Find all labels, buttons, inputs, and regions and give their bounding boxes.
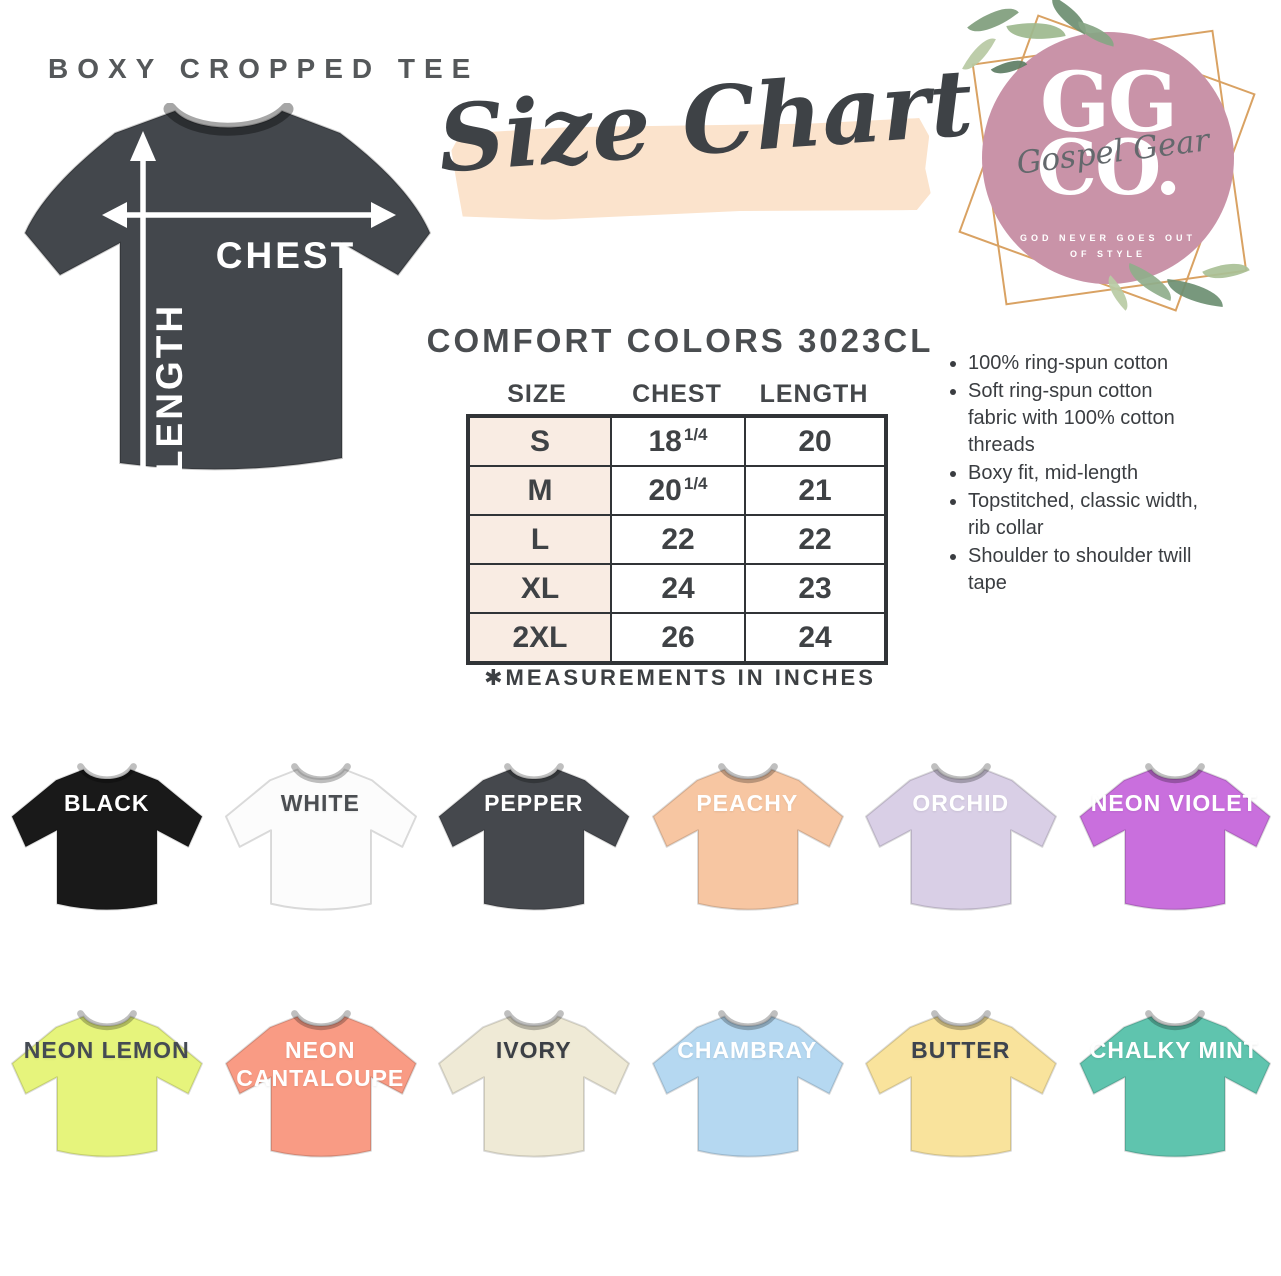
tee-swatch-neon-lemon: NEON LEMON bbox=[0, 991, 214, 1231]
chest-cell: 18 1/4 bbox=[610, 415, 746, 467]
column-header-length: LENGTH bbox=[759, 380, 869, 408]
tee-color-label: PEPPER bbox=[484, 790, 584, 816]
tee-color-label: ORCHID bbox=[912, 790, 1010, 816]
tee-swatch-image bbox=[436, 752, 632, 932]
feature-list: 100% ring-spun cottonSoft ring-spun cott… bbox=[942, 350, 1204, 597]
chest-arrow bbox=[102, 202, 396, 228]
tee-swatch-image bbox=[1077, 752, 1273, 932]
tee-swatch-peachy: PEACHY bbox=[641, 744, 855, 984]
length-arrow bbox=[130, 131, 156, 481]
tee-swatch-orchid: ORCHID bbox=[854, 744, 1068, 984]
size-cell: S bbox=[467, 415, 612, 467]
feature-item: Topstitched, classic width, rib collar bbox=[968, 488, 1204, 542]
tee-swatch-image bbox=[650, 752, 846, 932]
size-row-l: L 22 22 bbox=[467, 514, 887, 565]
feature-item: 100% ring-spun cotton bbox=[968, 350, 1204, 377]
product-features: 100% ring-spun cottonSoft ring-spun cott… bbox=[942, 350, 1204, 598]
brand-logo: GG CO. Gospel Gear GOD NEVER GOES OUT OF… bbox=[952, 0, 1262, 320]
size-row-m: M 20 1/4 21 bbox=[467, 465, 887, 516]
size-cell: XL bbox=[467, 563, 612, 614]
tee-swatch-white: WHITE bbox=[214, 744, 428, 984]
chest-cell: 20 1/4 bbox=[610, 465, 746, 516]
chest-cell: 24 bbox=[610, 563, 746, 614]
size-cell: L bbox=[467, 514, 612, 565]
logo-initials-top: GG bbox=[1039, 55, 1178, 151]
column-header-size: SIZE bbox=[507, 380, 567, 408]
length-cell: 23 bbox=[744, 563, 887, 614]
swatch-row-1: BLACK WHITE PEPPER PEACHY ORCHID NEON VIOLET bbox=[0, 744, 1281, 984]
tee-color-label: NEON VIOLET bbox=[1090, 790, 1258, 816]
tee-color-label: CHAMBRAY bbox=[677, 1037, 818, 1063]
tee-color-label: PEACHY bbox=[696, 790, 799, 816]
chest-label: CHEST bbox=[216, 235, 356, 276]
logo-tagline-line2: OF STYLE bbox=[1069, 249, 1146, 260]
length-cell: 22 bbox=[744, 514, 887, 565]
feature-item: Boxy fit, mid-length bbox=[968, 460, 1204, 487]
tee-swatch-image bbox=[650, 999, 846, 1179]
tee-swatch-image bbox=[436, 999, 632, 1179]
tee-swatch-butter: BUTTER bbox=[854, 991, 1068, 1231]
size-table: S 18 1/4 20 M 20 1/4 21 L 22 22 XL 24 23 2XL 26 24 bbox=[466, 414, 888, 665]
tee-swatch-chalky-mint: CHALKY MINT bbox=[1068, 991, 1281, 1231]
chest-cell: 22 bbox=[610, 514, 746, 565]
chest-cell: 26 bbox=[610, 612, 746, 664]
measurements-footnote: ✱MEASUREMENTS IN INCHES bbox=[484, 665, 876, 690]
tee-color-label: NEON CANTALOUPE bbox=[236, 1037, 405, 1091]
tee-swatch-image bbox=[863, 999, 1059, 1179]
length-cell: 21 bbox=[744, 465, 887, 516]
tee-swatch-ivory: IVORY bbox=[427, 991, 641, 1231]
length-cell: 20 bbox=[744, 415, 887, 467]
tee-color-label: BLACK bbox=[64, 790, 150, 816]
logo-initials-bottom: CO. bbox=[1036, 123, 1182, 213]
diagram-tee-body bbox=[23, 109, 432, 471]
tee-color-label: IVORY bbox=[495, 1037, 572, 1063]
tee-color-label: CHALKY MINT bbox=[1089, 1037, 1259, 1063]
tee-swatch-image bbox=[1077, 999, 1273, 1179]
size-chart-heading: Size Chart bbox=[435, 48, 976, 262]
tee-swatch-pepper: PEPPER bbox=[427, 744, 641, 984]
tee-swatch-image bbox=[9, 999, 205, 1179]
tee-swatch-neon-cantaloupe: NEON CANTALOUPE bbox=[214, 991, 428, 1231]
tee-color-label: WHITE bbox=[280, 790, 360, 816]
tee-swatch-chambray: CHAMBRAY bbox=[641, 991, 855, 1231]
tee-swatch-neon-violet: NEON VIOLET bbox=[1068, 744, 1281, 984]
logo-circle: GG CO. Gospel Gear GOD NEVER GOES OUT OF… bbox=[982, 32, 1234, 284]
tee-color-label: BUTTER bbox=[911, 1037, 1011, 1063]
size-row-xl: XL 24 23 bbox=[467, 563, 887, 614]
tee-measurement-diagram: CHEST LENGTH bbox=[23, 103, 432, 481]
logo-tagline-line1: GOD NEVER GOES OUT bbox=[1019, 233, 1196, 243]
logo-initials: GG CO. bbox=[982, 55, 1234, 213]
size-table-body: S 18 1/4 20 M 20 1/4 21 L 22 22 XL 24 23 2XL 26 24 bbox=[467, 415, 887, 664]
length-cell: 24 bbox=[744, 612, 887, 664]
column-header-chest: CHEST bbox=[632, 380, 722, 408]
swatch-row-2: NEON LEMON NEON CANTALOUPE IVORY CHAMBRAY BU… bbox=[0, 991, 1281, 1231]
leaf-decoration bbox=[967, 0, 1019, 44]
size-cell: 2XL bbox=[467, 612, 612, 664]
product-title: COMFORT COLORS 3023CL bbox=[426, 322, 934, 359]
size-cell: M bbox=[467, 465, 612, 516]
page-title: BOXY CROPPED TEE bbox=[48, 52, 480, 84]
tee-color-label: NEON LEMON bbox=[23, 1037, 190, 1063]
feature-item: Soft ring-spun cotton fabric with 100% c… bbox=[968, 378, 1204, 459]
diagram-tee-collar bbox=[163, 103, 294, 136]
feature-item: Shoulder to shoulder twill tape bbox=[968, 543, 1204, 597]
tee-swatch-image bbox=[863, 752, 1059, 932]
size-table-headers: SIZE CHEST LENGTH bbox=[464, 380, 884, 409]
size-row-s: S 18 1/4 20 bbox=[467, 415, 887, 467]
logo-tagline: GOD NEVER GOES OUT OF STYLE bbox=[982, 230, 1234, 262]
size-row-2xl: 2XL 26 24 bbox=[467, 612, 887, 664]
tee-swatch-black: BLACK bbox=[0, 744, 214, 984]
length-label: LENGTH bbox=[149, 303, 190, 473]
tee-swatch-image bbox=[9, 752, 205, 932]
tee-swatch-image bbox=[223, 752, 419, 932]
